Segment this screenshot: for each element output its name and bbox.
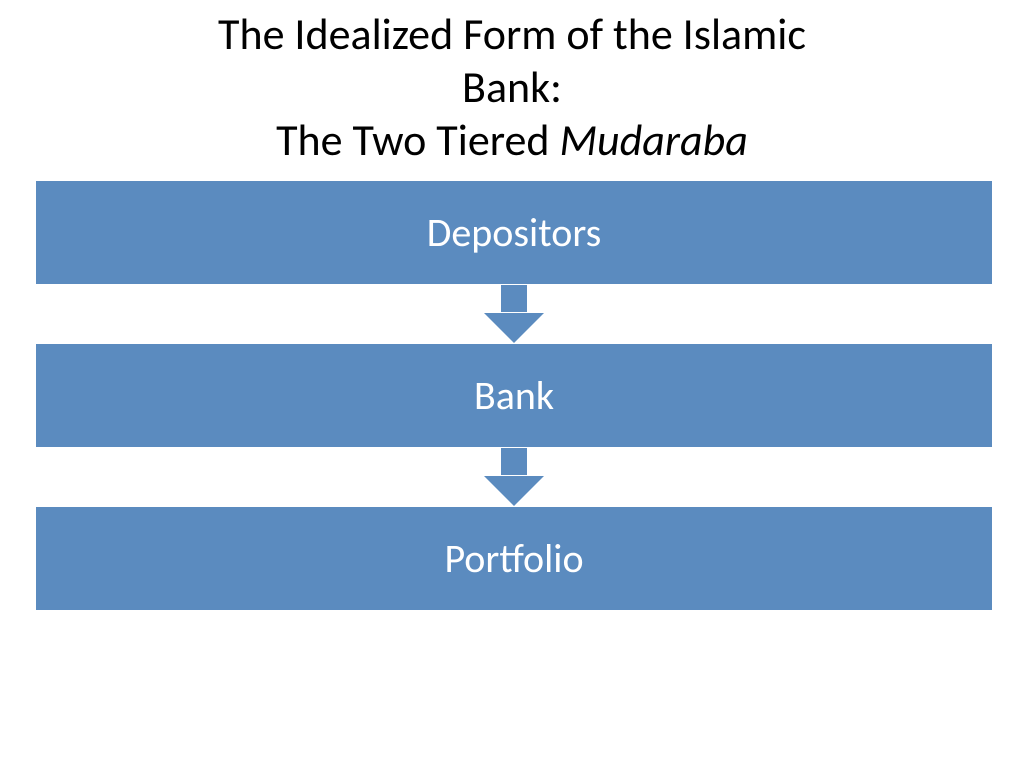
title-line-1: The Idealized Form of the Islamic xyxy=(0,8,1024,61)
flowchart-node-bank: Bank xyxy=(35,343,993,448)
title-line-3-prefix: The Two Tiered xyxy=(276,113,559,167)
title-line-3: The Two Tiered Mudaraba xyxy=(0,114,1024,167)
flowchart-node-depositors: Depositors xyxy=(35,180,993,285)
down-arrow-icon xyxy=(483,448,545,506)
arrow-gap-1 xyxy=(35,285,993,343)
slide-title: The Idealized Form of the Islamic Bank: … xyxy=(0,0,1024,166)
arrow-gap-2 xyxy=(35,448,993,506)
flowchart: Depositors Bank Portfolio xyxy=(35,180,993,611)
title-line-3-italic: Mudaraba xyxy=(559,113,747,167)
title-line-2: Bank: xyxy=(0,61,1024,114)
flowchart-node-portfolio: Portfolio xyxy=(35,506,993,611)
down-arrow-icon xyxy=(483,285,545,343)
